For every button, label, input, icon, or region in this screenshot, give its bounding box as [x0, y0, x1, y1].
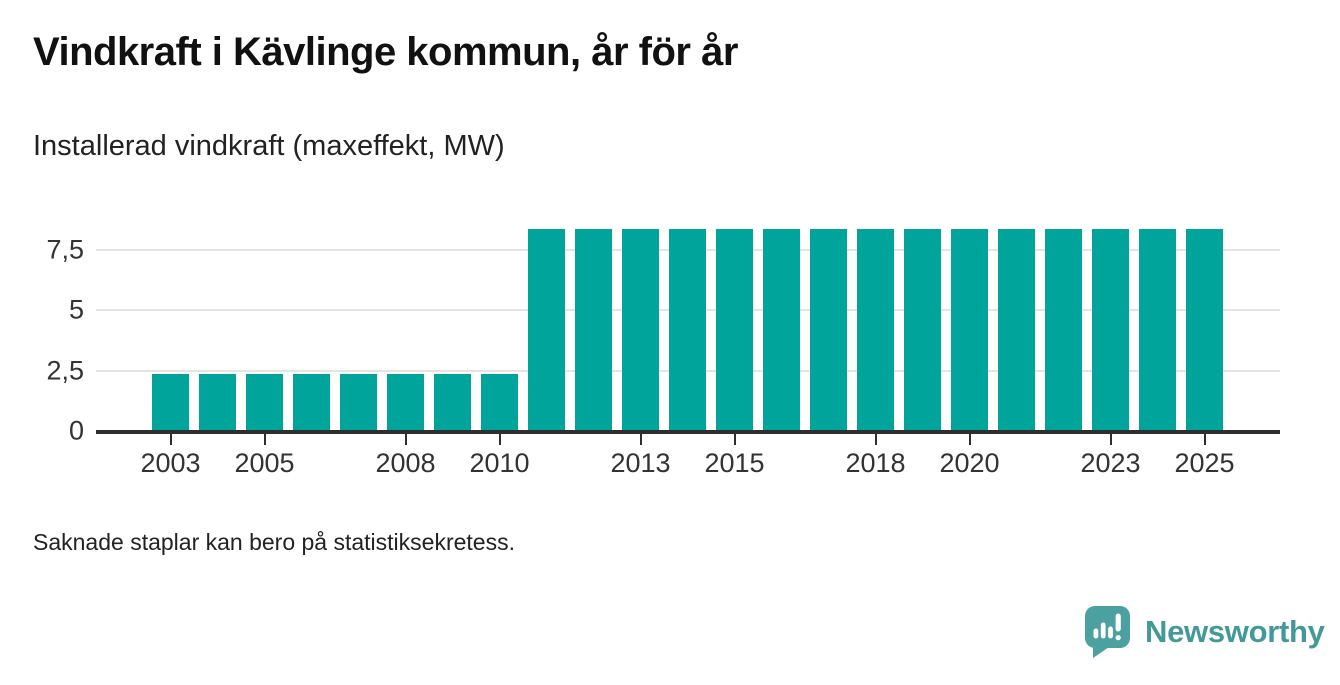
x-axis-label-2005: 2005: [234, 448, 295, 478]
x-axis-label-2025: 2025: [1174, 448, 1235, 478]
chart-title: Vindkraft i Kävlinge kommun, år för år: [33, 30, 738, 74]
x-tick-2023: [1109, 434, 1112, 445]
x-axis-label-2015: 2015: [704, 448, 765, 478]
x-axis-label-2010: 2010: [469, 448, 530, 478]
speech-bubble-bar-chart-icon: [1083, 604, 1135, 660]
x-axis-label-2003: 2003: [140, 448, 201, 478]
y-axis-label-0: 0: [68, 415, 84, 446]
x-axis-label-2013: 2013: [610, 448, 671, 478]
x-tick-2013: [639, 434, 642, 445]
bar-2003: [152, 374, 189, 430]
x-tick-2003: [169, 434, 172, 445]
bar-2019: [904, 229, 941, 430]
bar-2021: [998, 229, 1035, 430]
x-axis-label-2018: 2018: [845, 448, 906, 478]
x-tick-2020: [968, 434, 971, 445]
bar-2015: [716, 229, 753, 430]
bar-2018: [857, 229, 894, 430]
bar-2024: [1139, 229, 1176, 430]
x-axis-label-2020: 2020: [939, 448, 1000, 478]
chart-footnote: Saknade staplar kan bero på statistiksek…: [33, 529, 515, 555]
bar-2006: [293, 374, 330, 430]
x-axis-label-2008: 2008: [375, 448, 436, 478]
y-axis-label-2,5: 2,5: [46, 355, 84, 385]
x-tick-2005: [263, 434, 266, 445]
y-axis-label-7,5: 7,5: [46, 234, 84, 264]
bar-2022: [1045, 229, 1082, 430]
bar-2013: [622, 229, 659, 430]
bar-2020: [951, 229, 988, 430]
x-axis-line: [96, 430, 1280, 434]
bar-2004: [199, 374, 236, 430]
bar-2016: [763, 229, 800, 430]
bar-2009: [434, 374, 471, 430]
newsworthy-wordmark: Newsworthy: [1145, 614, 1325, 649]
bar-2012: [575, 229, 612, 430]
x-tick-2010: [498, 434, 501, 445]
bar-2010: [481, 374, 518, 430]
bar-2023: [1092, 229, 1129, 430]
bar-2008: [387, 374, 424, 430]
chart-subtitle: Installerad vindkraft (maxeffekt, MW): [33, 130, 505, 162]
bar-2007: [340, 374, 377, 430]
x-tick-2018: [874, 434, 877, 445]
bar-2011: [528, 229, 565, 430]
x-tick-2015: [733, 434, 736, 445]
newsworthy-logo[interactable]: Newsworthy: [1083, 604, 1325, 660]
bar-2025: [1186, 229, 1223, 430]
bar-2017: [810, 229, 847, 430]
x-tick-2025: [1203, 434, 1206, 445]
bar-2005: [246, 374, 283, 430]
x-axis-label-2023: 2023: [1080, 448, 1141, 478]
y-axis-label-5: 5: [68, 294, 84, 325]
x-tick-2008: [404, 434, 407, 445]
bar-2014: [669, 229, 706, 430]
